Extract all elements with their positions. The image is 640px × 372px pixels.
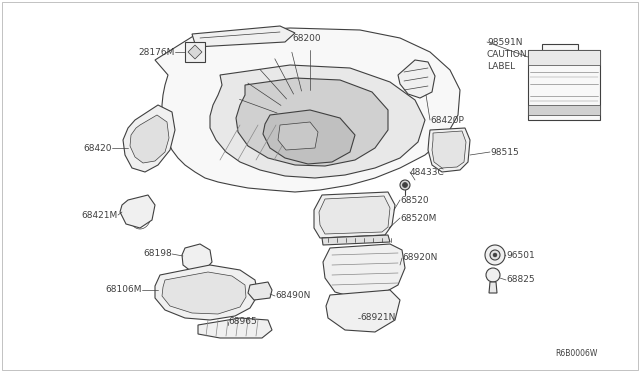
Text: 68965: 68965 bbox=[228, 317, 257, 327]
Circle shape bbox=[193, 280, 217, 304]
Polygon shape bbox=[528, 50, 600, 65]
Text: 68520: 68520 bbox=[400, 196, 429, 205]
Circle shape bbox=[197, 51, 199, 53]
Text: 48433C: 48433C bbox=[410, 167, 445, 176]
Polygon shape bbox=[542, 44, 578, 50]
Polygon shape bbox=[155, 28, 460, 192]
Circle shape bbox=[485, 245, 505, 265]
Polygon shape bbox=[198, 318, 272, 338]
Circle shape bbox=[256, 287, 264, 295]
Text: 98591N: 98591N bbox=[487, 38, 522, 46]
Circle shape bbox=[148, 136, 156, 144]
Text: 98515: 98515 bbox=[490, 148, 519, 157]
Polygon shape bbox=[323, 244, 405, 298]
Polygon shape bbox=[210, 65, 425, 178]
Text: CAUTION: CAUTION bbox=[487, 49, 527, 58]
Text: 28176M: 28176M bbox=[139, 48, 175, 57]
Text: 68490N: 68490N bbox=[275, 292, 310, 301]
Text: 68420P: 68420P bbox=[430, 115, 464, 125]
Polygon shape bbox=[130, 115, 169, 163]
Circle shape bbox=[191, 252, 203, 264]
Polygon shape bbox=[120, 195, 155, 228]
Polygon shape bbox=[248, 282, 272, 300]
Polygon shape bbox=[192, 26, 295, 47]
Circle shape bbox=[490, 250, 500, 260]
Polygon shape bbox=[489, 282, 497, 293]
Polygon shape bbox=[188, 45, 202, 59]
Polygon shape bbox=[528, 50, 600, 120]
Circle shape bbox=[197, 54, 199, 56]
Text: 96501: 96501 bbox=[506, 251, 535, 260]
Circle shape bbox=[191, 48, 193, 50]
Polygon shape bbox=[314, 192, 395, 238]
Text: 68520M: 68520M bbox=[400, 214, 436, 222]
Circle shape bbox=[199, 286, 211, 298]
Polygon shape bbox=[278, 122, 318, 150]
Polygon shape bbox=[326, 290, 400, 332]
Polygon shape bbox=[236, 78, 388, 166]
Circle shape bbox=[144, 132, 160, 148]
Text: 68200: 68200 bbox=[292, 33, 321, 42]
Polygon shape bbox=[528, 105, 600, 115]
Text: 68106M: 68106M bbox=[106, 285, 142, 295]
Polygon shape bbox=[398, 60, 435, 98]
Circle shape bbox=[194, 51, 196, 53]
Circle shape bbox=[194, 54, 196, 56]
Circle shape bbox=[493, 253, 497, 257]
Text: 68421M: 68421M bbox=[82, 211, 118, 219]
Text: 68921N: 68921N bbox=[360, 314, 396, 323]
Circle shape bbox=[486, 268, 500, 282]
Text: R6B0006W: R6B0006W bbox=[556, 350, 598, 359]
Polygon shape bbox=[185, 42, 205, 62]
Polygon shape bbox=[155, 265, 258, 320]
Circle shape bbox=[400, 180, 410, 190]
Polygon shape bbox=[319, 196, 390, 234]
Polygon shape bbox=[162, 272, 246, 314]
Polygon shape bbox=[263, 110, 355, 164]
Polygon shape bbox=[428, 128, 470, 172]
Polygon shape bbox=[182, 244, 212, 272]
Text: LABEL: LABEL bbox=[487, 61, 515, 71]
Circle shape bbox=[197, 48, 199, 50]
Circle shape bbox=[194, 255, 200, 261]
Polygon shape bbox=[432, 131, 466, 168]
Circle shape bbox=[403, 183, 408, 187]
Circle shape bbox=[194, 48, 196, 50]
Polygon shape bbox=[322, 235, 390, 245]
Polygon shape bbox=[123, 105, 175, 172]
Circle shape bbox=[191, 54, 193, 56]
Text: 68420: 68420 bbox=[83, 144, 112, 153]
Circle shape bbox=[191, 51, 193, 53]
Text: 68825: 68825 bbox=[506, 276, 534, 285]
Text: 68198: 68198 bbox=[143, 250, 172, 259]
Text: 68920N: 68920N bbox=[402, 253, 437, 263]
